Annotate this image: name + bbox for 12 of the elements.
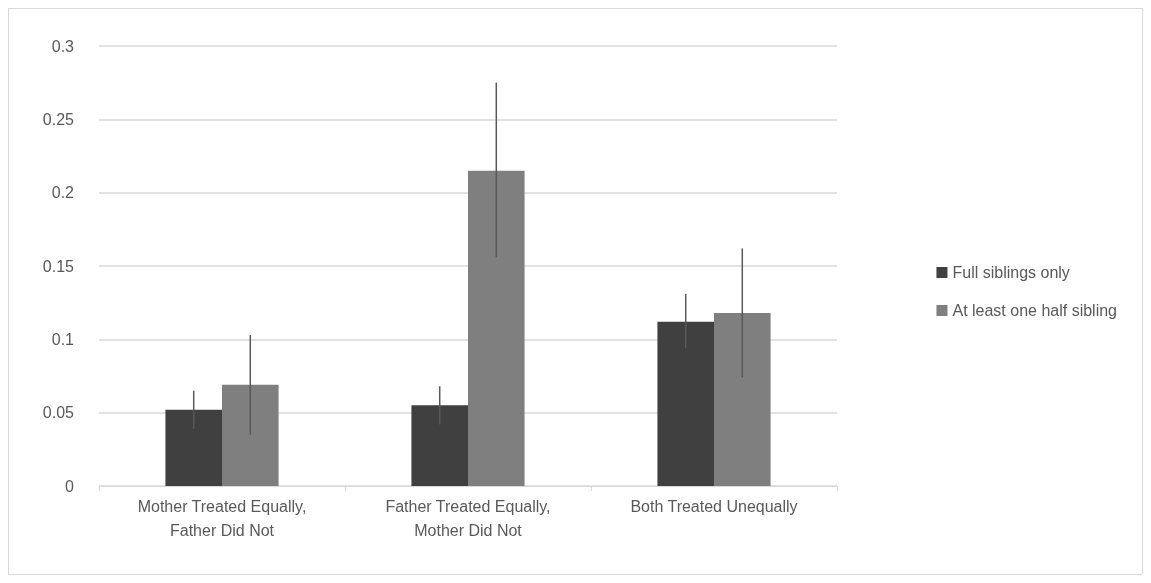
y-tick-label: 0.25 (42, 110, 75, 128)
x-tick-label: Mother Treated Equally, Father Did Not (137, 497, 307, 539)
y-tick-label: 0.05 (42, 404, 75, 422)
y-tick-label: 0.1 (51, 330, 75, 348)
y-tick-label: 0.3 (51, 37, 75, 55)
legend-label: At least one half sibling (952, 302, 1117, 319)
x-tick-label: Father Treated Equally, Mother Did Not (385, 497, 551, 539)
x-tick-label: Both Treated Unequally (630, 497, 798, 515)
y-tick-label: 0.15 (42, 257, 75, 275)
y-tick-label: 0 (65, 477, 75, 495)
y-tick-label: 0.2 (51, 184, 75, 202)
legend-label: Full siblings only (952, 264, 1070, 281)
